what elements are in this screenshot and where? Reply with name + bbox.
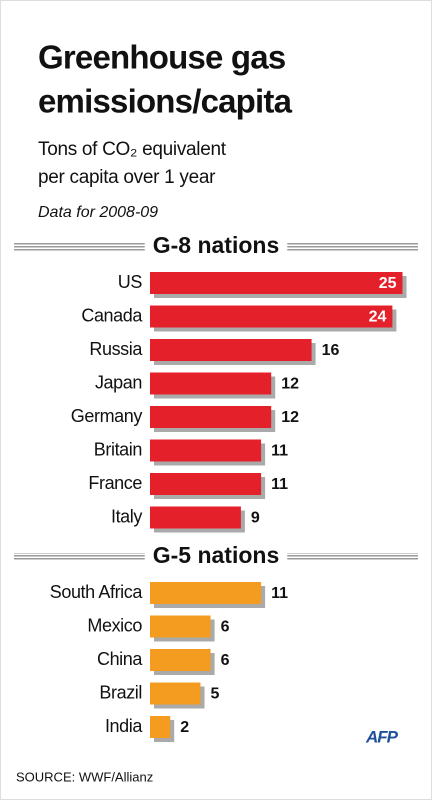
category-label: US	[118, 272, 143, 292]
value-label: 11	[271, 443, 288, 460]
category-label: Japan	[95, 372, 142, 392]
value-label: 6	[221, 652, 230, 669]
category-label: France	[88, 473, 142, 493]
bar	[150, 305, 393, 328]
section-rule	[287, 553, 418, 561]
bar	[150, 372, 272, 395]
category-label: Mexico	[87, 615, 142, 635]
category-label: Germany	[71, 406, 143, 426]
bar	[150, 649, 211, 671]
bar	[150, 406, 272, 428]
logo: AFP	[365, 727, 399, 746]
subtitle: per capita over 1 year	[38, 167, 216, 188]
category-label: Britain	[94, 439, 142, 459]
section-rule	[14, 553, 145, 561]
category-label: Italy	[111, 506, 142, 526]
category-label: China	[97, 649, 143, 669]
bar	[150, 716, 171, 738]
bar	[150, 439, 262, 462]
subtitle: Tons of CO₂ equivalent	[38, 139, 227, 160]
chart-title: Greenhouse gas	[38, 39, 285, 76]
value-label: 2	[180, 719, 189, 736]
value-label: 11	[271, 476, 288, 493]
section-rule	[14, 243, 145, 251]
category-label: India	[105, 716, 143, 736]
chart-title: emissions/capita	[38, 83, 293, 120]
section-title: G-8 nations	[153, 232, 280, 258]
value-label: 9	[251, 510, 260, 527]
bar	[150, 682, 201, 705]
bar	[150, 615, 211, 638]
bar	[150, 473, 262, 495]
bar	[150, 582, 262, 604]
value-label: 6	[221, 619, 230, 636]
category-label: Russia	[89, 339, 143, 359]
category-label: Brazil	[99, 682, 142, 702]
value-label: 16	[322, 342, 340, 359]
section-rule	[287, 243, 418, 251]
value-label: 5	[211, 686, 220, 703]
value-label: 11	[271, 585, 288, 602]
value-label: 25	[379, 275, 397, 292]
category-label: Canada	[81, 305, 143, 325]
bar	[150, 272, 403, 294]
bar	[150, 506, 241, 529]
value-label: 12	[281, 409, 299, 426]
bar	[150, 339, 312, 361]
value-label: 12	[281, 376, 299, 393]
section-title: G-5 nations	[153, 542, 280, 568]
source: SOURCE: WWF/Allianz	[16, 769, 153, 784]
note: Data for 2008-09	[38, 204, 158, 221]
category-label: South Africa	[50, 582, 144, 602]
value-label: 24	[369, 309, 387, 326]
